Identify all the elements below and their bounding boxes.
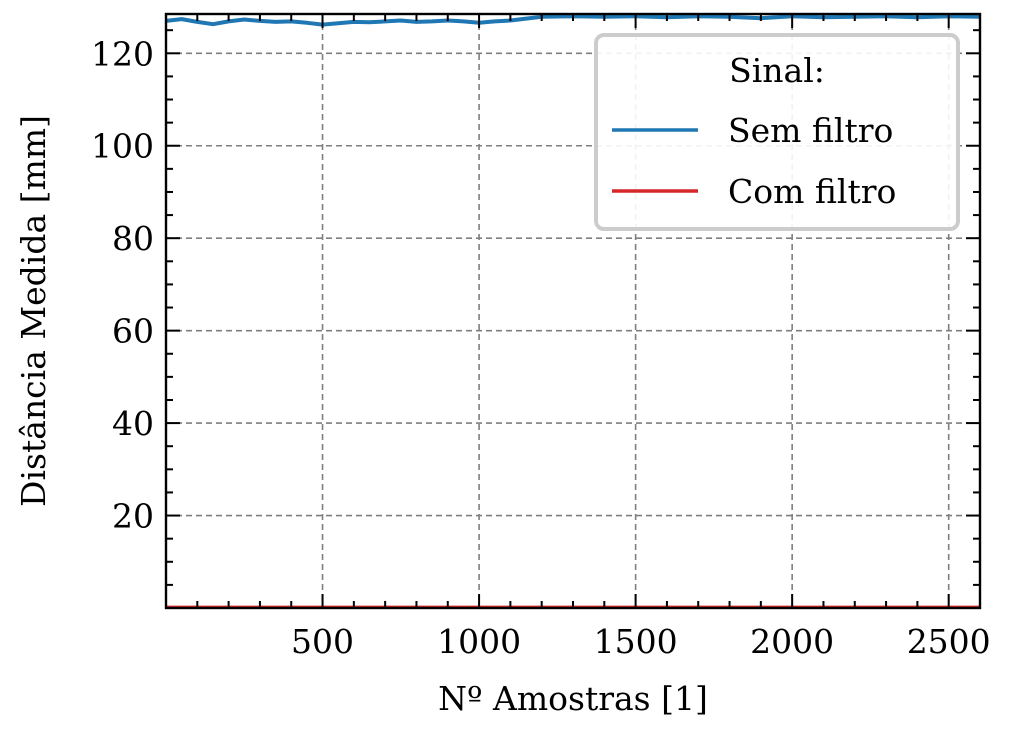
legend-title: Sinal: [729,51,825,90]
y-tick-label: 20 [112,497,154,536]
grid-lines [166,14,980,608]
y-tick-label: 60 [112,312,154,351]
series-line-sem-filtro [165,14,981,27]
x-tick-label: 500 [291,622,354,661]
legend-box [594,33,960,231]
plot-frame [164,12,982,610]
legend: Sinal: Sem filtro Com filtro [594,33,960,231]
y-tick-label: 40 [112,404,154,443]
legend-label-sem-filtro: Sem filtro [728,111,893,150]
x-tick-label: 2500 [907,622,991,661]
y-axis-title: Distância Medida [mm] [14,115,53,507]
tick-labels: 500 1000 1500 2000 2500 20 40 60 80 100 120 [91,34,991,661]
y-tick-label: 80 [112,219,154,258]
x-axis-title: Nº Amostras [1] [438,679,708,718]
legend-label-com-filtro: Com filtro [728,172,896,211]
x-tick-label: 1000 [437,622,521,661]
y-tick-label: 100 [91,127,154,166]
x-tick-label: 2000 [750,622,834,661]
y-tick-label: 120 [91,34,154,73]
x-tick-label: 1500 [594,622,678,661]
